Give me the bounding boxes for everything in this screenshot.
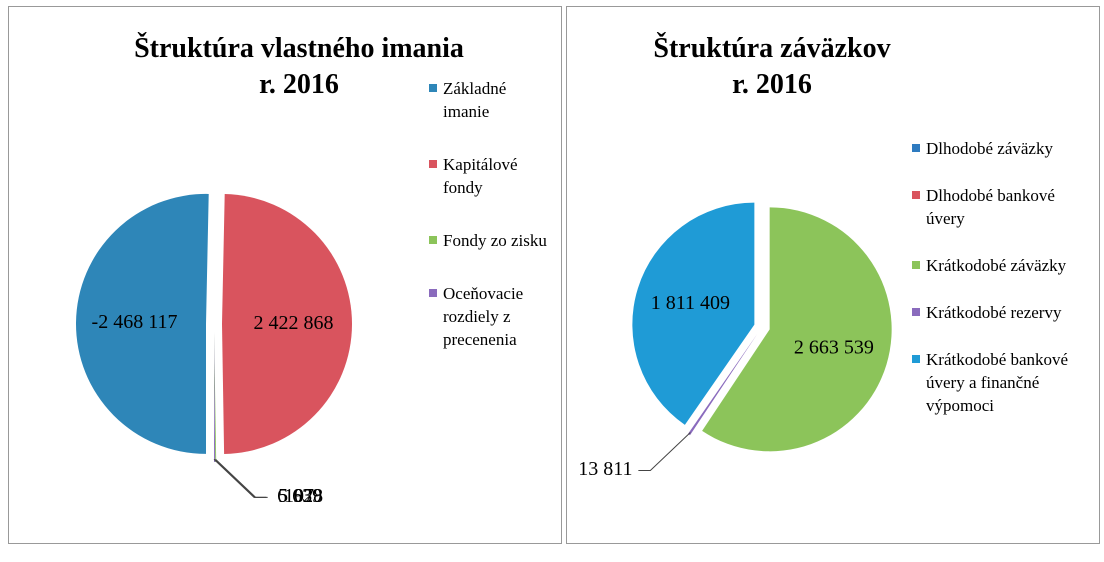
chart-panel: Štruktúra záväzkov r. 2016 2 663 539 13 811… xyxy=(566,6,1100,544)
pie-chart: Štruktúra záväzkov r. 2016 2 663 539 13 811… xyxy=(578,33,892,480)
chart-panel: Štruktúra vlastného imania r. 2016 -2 468 … xyxy=(8,6,562,544)
leader-line xyxy=(213,459,267,498)
legend-swatch xyxy=(429,160,437,168)
data-label: 5 928 xyxy=(278,485,323,507)
pie-slice xyxy=(76,193,209,454)
data-label: 2 422 868 xyxy=(253,312,333,334)
pie-slice xyxy=(214,331,217,462)
legend-swatch xyxy=(912,355,920,363)
pie-slice xyxy=(221,194,352,455)
legend-label: Dlhodobé bankové úvery xyxy=(926,186,1055,228)
legend-swatch xyxy=(429,84,437,92)
legend-swatch xyxy=(912,191,920,199)
pie-chart: Štruktúra vlastného imania r. 2016 -2 468 … xyxy=(76,33,464,507)
legend-label: Fondy zo zisku xyxy=(443,231,547,250)
legend-label: Oceňovacie rozdiely z precenenia xyxy=(443,284,524,349)
chart-title: Štruktúra vlastného imania xyxy=(134,33,464,64)
chart-title: Štruktúra záväzkov xyxy=(653,33,890,64)
legend-item: Základné imanie xyxy=(429,77,549,123)
legend-label: Kapitálové fondy xyxy=(443,155,518,197)
pie-slice xyxy=(214,331,216,462)
legend-item: Krátkodobé bankové úvery a finančné výpo… xyxy=(912,348,1092,417)
legend-label: Krátkodobé bankové úvery a finančné výpo… xyxy=(926,350,1069,415)
legend-label: Krátkodobé záväzky xyxy=(926,256,1067,275)
chart-title: r. 2016 xyxy=(732,69,812,100)
legend-swatch xyxy=(912,144,920,152)
data-label: 6 639 xyxy=(277,485,322,507)
legend-label: Dlhodobé záväzky xyxy=(926,139,1053,158)
legend-swatch xyxy=(429,236,437,244)
legend-label: Krátkodobé rezervy xyxy=(926,303,1062,322)
data-label: 13 811 xyxy=(578,458,632,480)
leader-line xyxy=(638,432,691,472)
legend-item: Fondy zo zisku xyxy=(429,229,549,252)
legend-item: Oceňovacie rozdiely z precenenia xyxy=(429,282,549,351)
data-label: 1 811 409 xyxy=(651,292,730,314)
data-label: 107 xyxy=(284,485,314,507)
legend-item: Kapitálové fondy xyxy=(429,153,549,199)
leader-line xyxy=(215,459,268,498)
pie-slice xyxy=(632,202,755,425)
data-label: 2 663 539 xyxy=(794,336,874,358)
legend-swatch xyxy=(429,289,437,297)
legend: Základné imanie Kapitálové fondy Fondy zo … xyxy=(429,77,549,381)
legend-item: Dlhodobé bankové úvery xyxy=(912,184,1092,230)
chart-title: r. 2016 xyxy=(259,69,339,100)
legend-swatch xyxy=(912,261,920,269)
legend-label: Základné imanie xyxy=(443,79,507,121)
legend: Dlhodobé záväzky Dlhodobé bankové úvery Kr… xyxy=(912,137,1092,441)
legend-item: Krátkodobé rezervy xyxy=(912,301,1092,324)
legend-item: Krátkodobé záväzky xyxy=(912,254,1092,277)
legend-item: Dlhodobé záväzky xyxy=(912,137,1092,160)
legend-swatch xyxy=(912,308,920,316)
pie-slice xyxy=(688,333,758,436)
data-label: -2 468 117 xyxy=(92,311,178,333)
pie-slice xyxy=(702,207,892,452)
